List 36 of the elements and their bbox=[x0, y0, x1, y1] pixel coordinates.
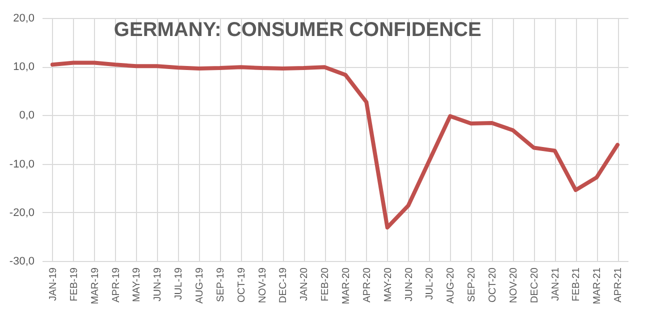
x-tick-label: AUG-19 bbox=[194, 267, 206, 304]
x-tick-label: OCT-19 bbox=[236, 267, 248, 303]
y-tick-label: -20,0 bbox=[9, 206, 34, 219]
x-tick-label: JUL-20 bbox=[424, 267, 436, 300]
x-tick-label: OCT-20 bbox=[487, 267, 498, 303]
y-tick-label: 20,0 bbox=[13, 12, 34, 24]
x-tick-label: MAY-20 bbox=[382, 267, 394, 302]
y-tick-label: -30,0 bbox=[9, 256, 34, 268]
x-tick-label: NOV-19 bbox=[257, 267, 268, 304]
x-tick-label: MAR-20 bbox=[340, 267, 352, 304]
y-tick-label: 10,0 bbox=[13, 61, 34, 74]
x-tick-label: NOV-20 bbox=[508, 267, 520, 304]
x-tick-label: FEB-21 bbox=[571, 267, 582, 302]
x-tick-label: JAN-21 bbox=[550, 267, 562, 301]
x-tick-label: DEC-19 bbox=[278, 267, 290, 304]
x-tick-label: SEP-19 bbox=[215, 267, 226, 302]
x-tick-label: FEB-20 bbox=[320, 267, 332, 302]
x-tick-label: AUG-20 bbox=[446, 267, 457, 304]
x-tick-label: APR-21 bbox=[613, 267, 624, 303]
x-tick-label: JAN-20 bbox=[299, 267, 310, 301]
x-tick-label: MAR-19 bbox=[90, 267, 101, 304]
x-tick-label: JAN-19 bbox=[48, 267, 59, 301]
x-tick-label: APR-19 bbox=[110, 267, 122, 303]
x-tick-label: SEP-20 bbox=[466, 267, 478, 302]
x-tick-label: JUN-20 bbox=[404, 267, 415, 302]
y-tick-label: 0,0 bbox=[19, 110, 34, 122]
x-tick-label: JUL-19 bbox=[174, 267, 185, 300]
x-tick-label: FEB-19 bbox=[68, 267, 80, 302]
y-tick-label: -10,0 bbox=[9, 158, 34, 170]
x-tick-label: DEC-20 bbox=[529, 267, 540, 304]
x-tick-label: MAY-19 bbox=[132, 267, 143, 302]
x-tick-label: JUN-19 bbox=[152, 267, 164, 302]
x-tick-label: MAR-21 bbox=[592, 267, 604, 304]
chart-title: GERMANY: CONSUMER CONFIDENCE bbox=[114, 19, 482, 41]
line-series bbox=[50, 60, 620, 230]
x-tick-label: APR-20 bbox=[362, 267, 373, 303]
